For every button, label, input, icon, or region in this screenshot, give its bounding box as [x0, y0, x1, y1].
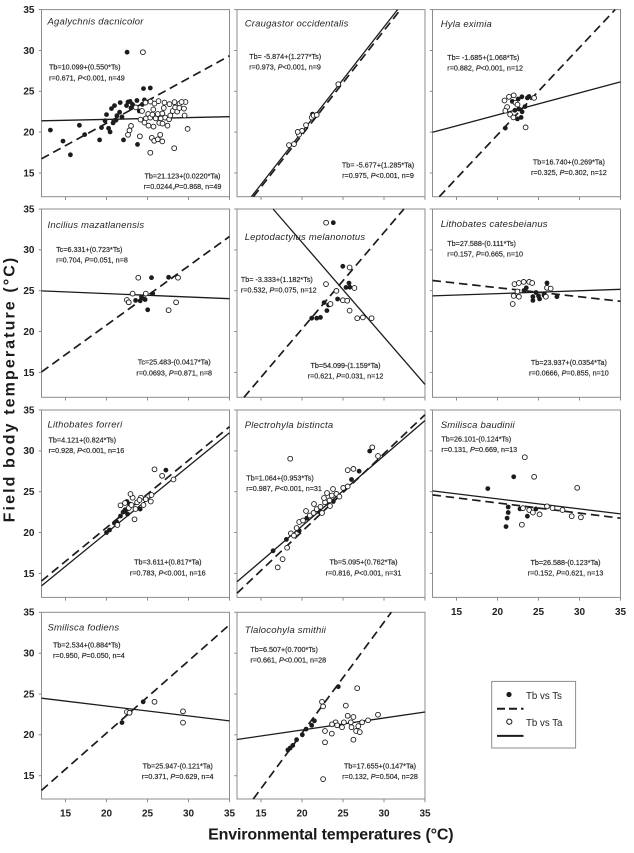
svg-text:35: 35: [23, 204, 35, 215]
svg-text:r=0.131, P=0.669, n=13: r=0.131, P=0.669, n=13: [441, 445, 517, 454]
svg-text:25: 25: [23, 286, 35, 297]
svg-text:25: 25: [23, 689, 35, 700]
svg-text:r=0.152, P=0.621, n=13: r=0.152, P=0.621, n=13: [528, 569, 604, 578]
svg-text:15: 15: [23, 771, 35, 782]
svg-text:20: 20: [23, 327, 35, 338]
svg-text:Tb= -5.677+(1.285*Ta): Tb= -5.677+(1.285*Ta): [342, 161, 414, 170]
svg-text:r=0.882, P<0.001, n=12: r=0.882, P<0.001, n=12: [447, 64, 523, 73]
svg-text:r=0.0244,P=0.868, n=49: r=0.0244,P=0.868, n=49: [144, 182, 222, 191]
svg-text:r=0.928, P<0.001, n=16: r=0.928, P<0.001, n=16: [49, 446, 125, 455]
svg-text:25: 25: [142, 809, 154, 820]
svg-text:Tb=17.655+(0.147*Ta): Tb=17.655+(0.147*Ta): [344, 761, 416, 770]
svg-text:15: 15: [23, 168, 35, 179]
svg-text:15: 15: [60, 809, 72, 820]
svg-text:Tb=5.095+(0.762*Ta): Tb=5.095+(0.762*Ta): [330, 558, 398, 567]
svg-text:25: 25: [533, 607, 545, 618]
svg-text:Tb= -1.685+(1.068*Ts): Tb= -1.685+(1.068*Ts): [447, 53, 519, 62]
svg-text:r=0.783, P<0.001, n=16: r=0.783, P<0.001, n=16: [130, 568, 206, 577]
svg-text:30: 30: [183, 809, 195, 820]
svg-text:Tb=2.534+(0.884*Ts): Tb=2.534+(0.884*Ts): [53, 641, 121, 650]
svg-text:35: 35: [419, 809, 431, 820]
svg-text:30: 30: [574, 607, 586, 618]
svg-text:r=0.704, P=0.051, n=8: r=0.704, P=0.051, n=8: [56, 255, 128, 264]
svg-text:Tc=25.483-(0.0417*Ta): Tc=25.483-(0.0417*Ta): [138, 358, 211, 367]
svg-text:Environmental temperatures (°C: Environmental temperatures (°C): [208, 827, 453, 844]
svg-text:35: 35: [615, 607, 627, 618]
svg-text:Tb vs Ta: Tb vs Ta: [526, 718, 563, 729]
svg-text:15: 15: [255, 809, 267, 820]
svg-text:Tb=54.099-(1.159*Ta): Tb=54.099-(1.159*Ta): [310, 361, 380, 370]
svg-text:30: 30: [23, 649, 35, 660]
svg-text:30: 30: [378, 809, 390, 820]
svg-text:r=0.671, P<0.001, n=49: r=0.671, P<0.001, n=49: [49, 73, 125, 82]
svg-text:15: 15: [451, 607, 463, 618]
svg-text:35: 35: [23, 5, 35, 16]
svg-text:r=0.973, P<0.001, n=9: r=0.973, P<0.001, n=9: [249, 62, 321, 71]
svg-text:Tb=1.064+(0.953*Ts): Tb=1.064+(0.953*Ts): [246, 473, 314, 482]
svg-text:20: 20: [23, 128, 35, 139]
svg-text:Tb=10.099+(0.550*Ts): Tb=10.099+(0.550*Ts): [49, 63, 121, 72]
svg-text:Tb= -3.333+(1.182*Ts): Tb= -3.333+(1.182*Ts): [241, 275, 313, 284]
svg-text:20: 20: [101, 809, 113, 820]
svg-text:20: 20: [23, 730, 35, 741]
svg-text:Tb=25.947-(0.121*Ta): Tb=25.947-(0.121*Ta): [143, 761, 213, 770]
svg-text:r=0.987, P<0.001, n=31: r=0.987, P<0.001, n=31: [246, 484, 322, 493]
svg-text:Lithobates forreri: Lithobates forreri: [48, 420, 124, 431]
svg-text:Hyla eximia: Hyla eximia: [441, 19, 492, 30]
svg-text:Tb=3.611+(0.817*Ta): Tb=3.611+(0.817*Ta): [134, 558, 201, 567]
svg-text:r=0.661, P<0.001, n=28: r=0.661, P<0.001, n=28: [250, 656, 326, 665]
svg-text:35: 35: [224, 809, 236, 820]
svg-text:20: 20: [296, 809, 308, 820]
svg-text:15: 15: [23, 368, 35, 379]
svg-text:Tb vs Ts: Tb vs Ts: [526, 691, 562, 702]
svg-text:Tb=23.937+(0.0354*Ta): Tb=23.937+(0.0354*Ta): [531, 358, 607, 367]
svg-text:Tb=27.588-(0.111*Ts): Tb=27.588-(0.111*Ts): [447, 239, 516, 248]
svg-text:25: 25: [337, 809, 349, 820]
svg-text:r=0.0693, P=0.871, n=8: r=0.0693, P=0.871, n=8: [136, 368, 212, 377]
svg-text:Field body temperature (°C): Field body temperature (°C): [2, 256, 19, 523]
svg-text:Tb= -5.874+(1.277*Ts): Tb= -5.874+(1.277*Ts): [249, 52, 321, 61]
svg-text:20: 20: [23, 528, 35, 539]
svg-text:Craugastor occidentalis: Craugastor occidentalis: [245, 18, 349, 29]
svg-text:Tb=26.101-(0.124*Ts): Tb=26.101-(0.124*Ts): [441, 434, 511, 443]
svg-text:25: 25: [23, 487, 35, 498]
svg-text:Tb=21.123+(0.0220*Ta): Tb=21.123+(0.0220*Ta): [145, 172, 221, 181]
svg-text:Smilisca baudinii: Smilisca baudinii: [441, 420, 516, 431]
svg-text:Plectrohyla bistincta: Plectrohyla bistincta: [245, 420, 334, 431]
svg-text:30: 30: [23, 46, 35, 57]
svg-text:r=0.532, P=0.075, n=12: r=0.532, P=0.075, n=12: [241, 286, 317, 295]
svg-text:r=0.132, P=0.504, n=28: r=0.132, P=0.504, n=28: [342, 772, 418, 781]
svg-text:35: 35: [23, 608, 35, 619]
svg-text:r=0.950, P=0.050, n=4: r=0.950, P=0.050, n=4: [53, 651, 125, 660]
svg-text:Tb=16.740+(0.269*Ta): Tb=16.740+(0.269*Ta): [533, 157, 605, 166]
svg-text:35: 35: [23, 405, 35, 416]
svg-text:30: 30: [23, 446, 35, 457]
svg-text:r=0.621, P=0.031, n=12: r=0.621, P=0.031, n=12: [308, 372, 384, 381]
svg-text:20: 20: [492, 607, 504, 618]
svg-text:Leptodactylus melanonotus: Leptodactylus melanonotus: [245, 232, 366, 243]
svg-text:Incilius mazatlanensis: Incilius mazatlanensis: [48, 220, 145, 231]
svg-text:Tb=26.588-(0.123*Ta): Tb=26.588-(0.123*Ta): [530, 558, 600, 567]
svg-text:r=0.371, P=0.629, n=4: r=0.371, P=0.629, n=4: [142, 772, 214, 781]
svg-text:Tb=4.121+(0.824*Ts): Tb=4.121+(0.824*Ts): [49, 435, 117, 444]
svg-text:15: 15: [23, 569, 35, 580]
svg-text:r=0.0666, P=0.855, n=10: r=0.0666, P=0.855, n=10: [529, 369, 609, 378]
svg-text:25: 25: [23, 87, 35, 98]
svg-text:r=0.157, P=0.665, n=10: r=0.157, P=0.665, n=10: [447, 250, 523, 259]
svg-text:Tc=6.331+(0.723*Ts): Tc=6.331+(0.723*Ts): [56, 245, 122, 254]
svg-text:Tb=6.507+(0.700*Ts): Tb=6.507+(0.700*Ts): [250, 645, 318, 654]
svg-text:Agalychnis dacnicolor: Agalychnis dacnicolor: [47, 17, 145, 28]
svg-text:Lithobates catesbeianus: Lithobates catesbeianus: [441, 219, 548, 230]
svg-text:r=0.975, P<0.001, n=9: r=0.975, P<0.001, n=9: [342, 171, 414, 180]
svg-text:Smilisca fodiens: Smilisca fodiens: [48, 623, 120, 634]
svg-text:r=0.325, P=0.302, n=12: r=0.325, P=0.302, n=12: [531, 168, 607, 177]
svg-text:30: 30: [23, 245, 35, 256]
svg-text:r=0.816, P<0.001, n=31: r=0.816, P<0.001, n=31: [326, 568, 402, 577]
svg-text:Tlalocohyla smithii: Tlalocohyla smithii: [245, 625, 327, 636]
